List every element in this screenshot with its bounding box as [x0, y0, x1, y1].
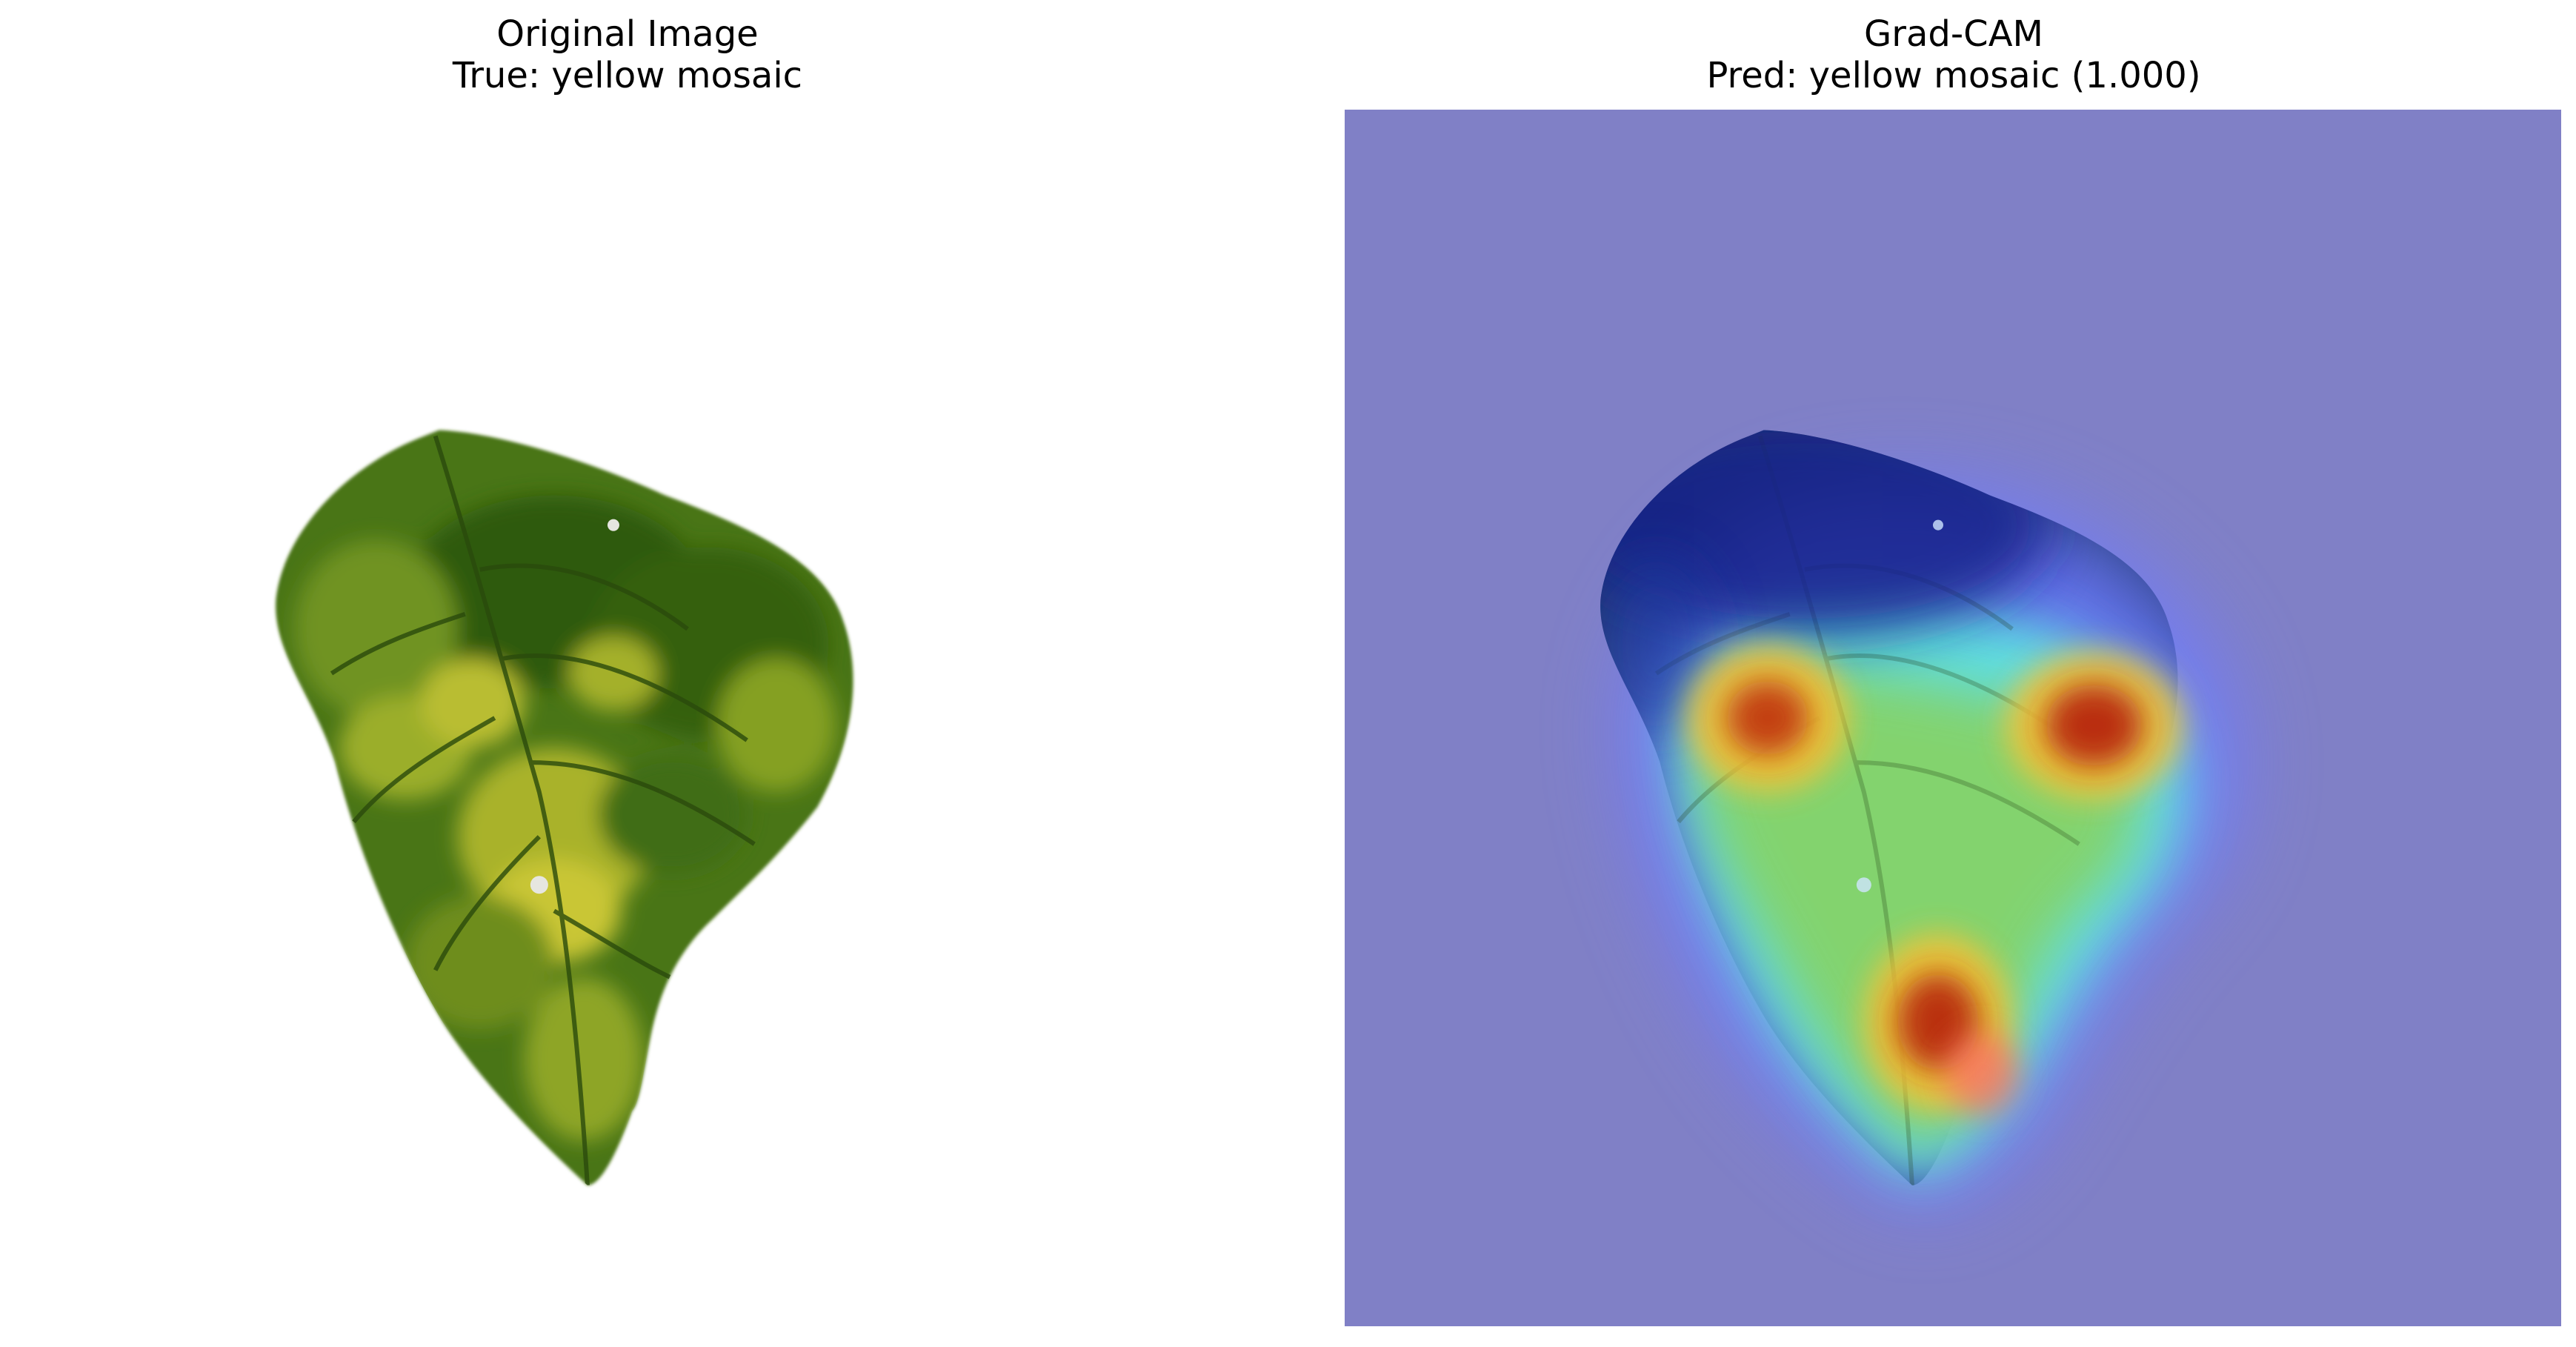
original-image-title-line1: Original Image — [496, 13, 759, 55]
gradcam-title-line2: Pred: yellow mosaic (1.000) — [1706, 55, 2201, 96]
original-image-title-line2: True: yellow mosaic — [452, 55, 803, 96]
gradcam-heatmap-image — [1345, 110, 2561, 1326]
heatmap-hotspots — [1685, 643, 2183, 1115]
gradcam-title-line1: Grad-CAM — [1864, 13, 2043, 55]
gradcam-title: Grad-CAM Pred: yellow mosaic (1.000) — [1346, 13, 2561, 96]
original-leaf-svg — [20, 110, 1237, 1326]
original-image-title: Original Image True: yellow mosaic — [20, 13, 1235, 96]
gradcam-heatmap-svg — [1345, 110, 2561, 1326]
leaf-veins — [330, 435, 756, 1185]
original-leaf-image — [20, 110, 1237, 1326]
